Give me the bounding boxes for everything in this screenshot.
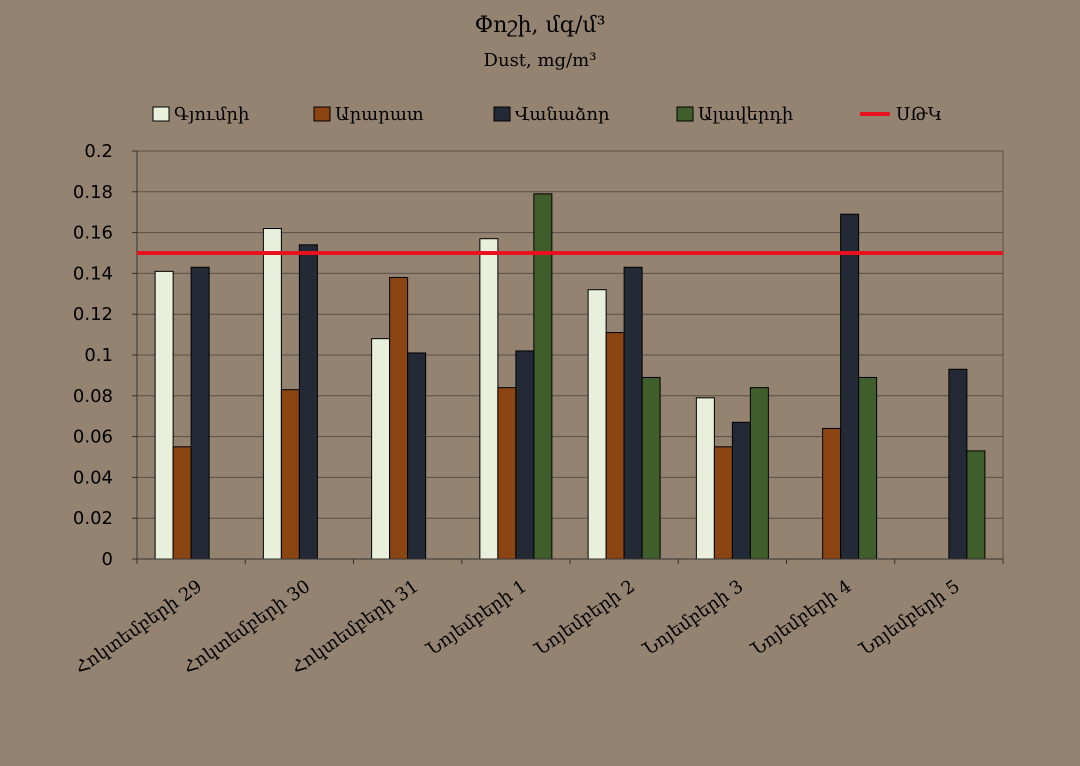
bar-2-6 <box>713 446 733 560</box>
axes <box>132 150 1004 564</box>
bar-1-6 <box>695 397 715 560</box>
bars <box>154 193 986 560</box>
bar-3-8 <box>948 368 968 560</box>
y-tick-label: 0.18 <box>73 182 113 203</box>
y-tick-label: 0.14 <box>73 263 113 284</box>
y-tick-label: 0.12 <box>73 304 113 325</box>
chart-subtitle: Dust, mg/m³ <box>484 50 597 71</box>
bar-4-5 <box>641 376 661 560</box>
chart-title: Փոշի, մգ/մ³ <box>475 13 606 38</box>
bar-1-4 <box>479 238 499 560</box>
bar-1-3 <box>371 338 391 560</box>
category-label: Նոյեմբերի 3 <box>638 576 747 661</box>
bar-3-3 <box>407 352 427 560</box>
category-label: Նոյեմբերի 1 <box>422 576 531 661</box>
bar-4-7 <box>858 376 878 560</box>
bar-4-8 <box>966 450 986 560</box>
bar-3-7 <box>840 213 860 560</box>
category-label: Նոյեմբերի 5 <box>855 576 964 661</box>
bar-2-5 <box>605 332 625 560</box>
bar-2-1 <box>172 446 192 560</box>
legend: Գյումրի Արարատ Վանաձոր Ալավերդի ՍԹԿ <box>152 104 942 125</box>
y-tick-label: 0.2 <box>84 141 113 162</box>
bar-4-6 <box>749 387 769 560</box>
bar-3-1 <box>190 266 210 560</box>
legend-label-reference: ՍԹԿ <box>896 104 942 125</box>
y-tick-label: 0 <box>102 549 113 570</box>
legend-swatch-4 <box>676 106 694 122</box>
bar-2-2 <box>280 389 300 560</box>
bar-2-3 <box>389 276 409 560</box>
legend-label-2: Արարատ <box>335 104 424 125</box>
legend-swatch-3 <box>493 106 511 122</box>
bar-1-1 <box>154 270 174 560</box>
legend-swatch-2 <box>313 106 331 122</box>
bar-2-4 <box>497 387 517 560</box>
legend-label-4: Ալավերդի <box>698 104 793 125</box>
y-tick-label: 0.1 <box>84 345 113 366</box>
category-label: Նոյեմբերի 4 <box>747 576 856 661</box>
bar-3-4 <box>515 350 535 560</box>
legend-swatch-1 <box>152 106 170 122</box>
bar-1-2 <box>262 228 282 560</box>
category-label: Նոյեմբերի 2 <box>530 576 639 661</box>
legend-label-1: Գյումրի <box>174 104 249 125</box>
bar-3-6 <box>731 421 751 560</box>
bar-4-4 <box>533 193 553 560</box>
y-tick-label: 0.04 <box>73 467 113 488</box>
bar-3-5 <box>623 266 643 560</box>
y-tick-label: 0.02 <box>73 508 113 529</box>
bar-3-2 <box>298 244 318 560</box>
bar-1-5 <box>587 289 607 560</box>
bar-2-7 <box>822 427 842 560</box>
y-tick-label: 0.16 <box>73 223 113 244</box>
y-tick-label: 0.06 <box>73 427 113 448</box>
y-tick-label: 0.08 <box>73 386 113 407</box>
legend-label-3: Վանաձոր <box>515 104 610 125</box>
